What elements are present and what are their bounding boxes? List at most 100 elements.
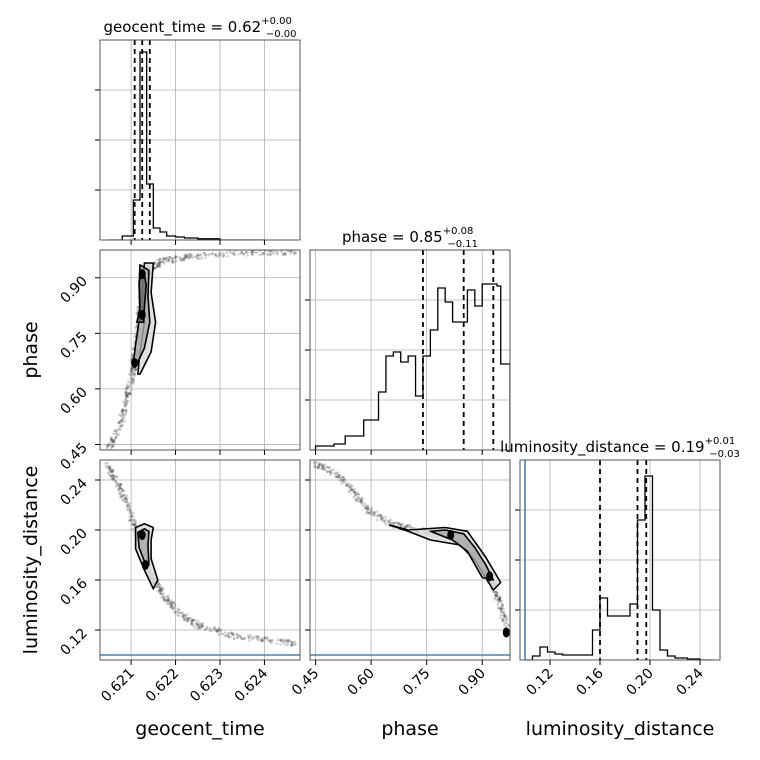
sample-point <box>130 527 134 531</box>
sample-point <box>176 613 179 617</box>
sample-point <box>129 367 133 371</box>
tick-label-x-luminosity_distance-1: 0.16 <box>573 665 606 698</box>
sample-point <box>364 504 368 507</box>
sample-point <box>289 640 293 644</box>
sample-point <box>157 264 161 267</box>
sample-point <box>313 465 317 469</box>
sample-point <box>188 617 191 620</box>
sample-point <box>350 488 354 492</box>
sample-point <box>361 496 364 500</box>
sample-point <box>126 394 129 397</box>
sample-point <box>128 502 131 505</box>
sample-point <box>316 461 319 464</box>
sample-point <box>501 606 504 609</box>
sample-point <box>261 639 264 643</box>
sample-point <box>114 428 117 432</box>
sample-point <box>158 589 161 592</box>
sample-point <box>290 643 293 646</box>
sample-point <box>213 626 216 629</box>
sample-point <box>500 611 504 614</box>
tick-label-x-phase-0: 0.45 <box>289 666 322 699</box>
sample-point <box>317 465 321 469</box>
sample-point <box>159 587 162 591</box>
sample-point <box>180 611 184 615</box>
sample-point <box>392 521 396 525</box>
sample-point <box>171 606 175 609</box>
sample-point <box>200 623 203 627</box>
sample-point <box>270 639 274 643</box>
sample-point <box>186 617 189 620</box>
sample-point <box>171 257 174 261</box>
density-peak-1 <box>141 560 149 570</box>
sample-point <box>153 266 156 270</box>
sample-point <box>115 429 119 433</box>
sample-point <box>290 643 293 646</box>
sample-point <box>293 250 296 254</box>
sample-point <box>323 463 327 466</box>
sample-point <box>312 461 316 465</box>
tick-label-x-phase-3: 0.90 <box>456 666 489 699</box>
sample-point <box>121 494 125 497</box>
sample-point <box>375 510 379 513</box>
sample-point <box>205 625 209 629</box>
sample-point <box>167 258 171 261</box>
sample-point <box>158 265 161 269</box>
sample-point <box>136 305 140 309</box>
sample-point <box>373 510 376 514</box>
sample-point <box>371 512 375 515</box>
sample-point <box>111 438 115 442</box>
sample-point <box>200 256 203 260</box>
title-plus-luminosity_distance: +0.01 <box>705 436 736 447</box>
sample-point <box>184 255 187 259</box>
sample-point <box>216 629 220 633</box>
sample-point <box>156 258 159 262</box>
sample-point <box>174 611 177 614</box>
sample-point <box>125 387 128 390</box>
sample-point <box>380 517 384 521</box>
sample-point <box>218 627 221 630</box>
sample-point <box>389 518 392 522</box>
sample-point <box>158 257 161 261</box>
sample-point <box>204 627 207 631</box>
sample-point <box>503 623 506 626</box>
sample-point <box>196 619 200 623</box>
sample-point <box>240 251 244 254</box>
sample-point <box>123 497 126 500</box>
sample-point <box>166 598 169 602</box>
sample-point <box>358 500 362 504</box>
sample-point <box>194 626 197 630</box>
sample-point <box>350 488 353 492</box>
sample-point <box>244 251 248 254</box>
sample-point <box>163 262 166 265</box>
sample-point <box>219 252 223 255</box>
sample-point <box>348 485 351 489</box>
sample-point <box>186 616 189 620</box>
sample-point <box>495 593 498 596</box>
sample-point <box>130 371 134 374</box>
sample-point <box>122 489 125 493</box>
sample-point <box>204 256 207 259</box>
sample-point <box>267 253 270 257</box>
sample-point <box>184 253 187 257</box>
sample-point <box>499 607 503 610</box>
sample-point <box>350 488 354 492</box>
sample-point <box>239 635 242 639</box>
sample-point <box>124 501 128 504</box>
sample-point <box>131 523 135 527</box>
tick-label-x-geocent_time-3: 0.624 <box>232 665 272 705</box>
sample-point <box>120 414 124 417</box>
hist-frame-phase <box>305 250 510 450</box>
sample-point <box>405 523 409 527</box>
sample-point <box>156 590 160 593</box>
sample-point <box>392 521 395 525</box>
sample-point <box>264 637 267 641</box>
sample-point <box>128 372 132 375</box>
sample-point <box>507 623 510 627</box>
sample-point <box>317 467 321 470</box>
sample-point <box>400 524 403 528</box>
sample-point <box>321 465 324 468</box>
sample-point <box>158 588 161 592</box>
sample-point <box>114 480 118 483</box>
sample-point <box>159 590 162 594</box>
sample-point <box>281 638 285 641</box>
